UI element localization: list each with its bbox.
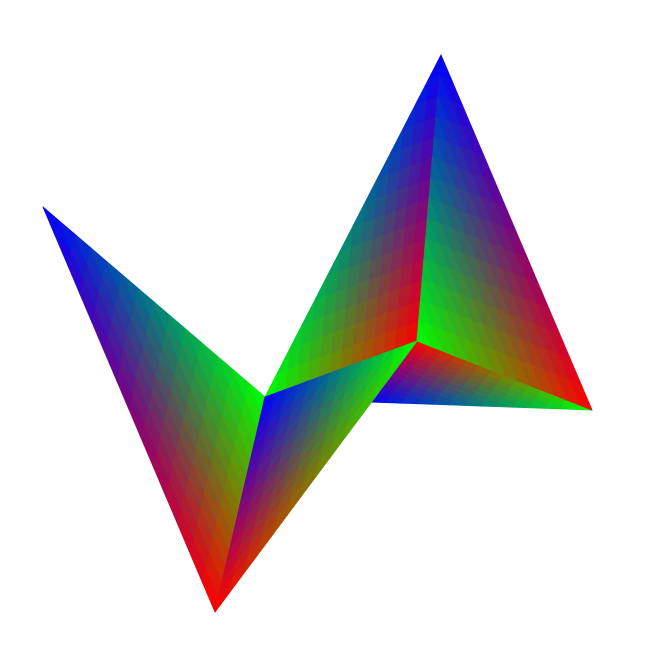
center-fold-triangle (264, 54, 442, 398)
left-inner-triangle (214, 340, 418, 613)
mesh-layer (42, 54, 593, 613)
back-facet-triangle (369, 340, 593, 411)
right-wing-triangle (416, 54, 593, 411)
left-wing-triangle (42, 206, 266, 613)
